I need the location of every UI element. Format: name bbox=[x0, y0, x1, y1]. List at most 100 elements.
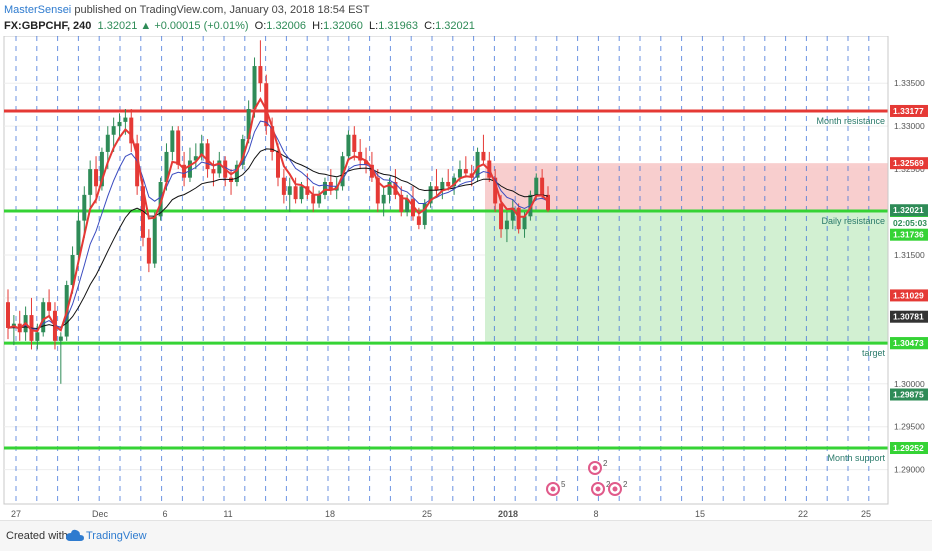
candle-body[interactable] bbox=[170, 130, 175, 152]
candle-body[interactable] bbox=[264, 83, 269, 127]
candle-body[interactable] bbox=[387, 181, 392, 195]
candle-body[interactable] bbox=[176, 130, 181, 165]
author-link[interactable]: MasterSensei bbox=[4, 4, 72, 16]
candle-body[interactable] bbox=[105, 134, 110, 152]
candle-body[interactable] bbox=[129, 117, 134, 144]
candle-body[interactable] bbox=[35, 332, 40, 341]
candle-body[interactable] bbox=[317, 194, 322, 204]
candle-body[interactable] bbox=[540, 177, 545, 195]
candle-body[interactable] bbox=[182, 164, 187, 178]
candle-body[interactable] bbox=[305, 186, 310, 195]
open-label: O: bbox=[254, 20, 267, 32]
candle-body[interactable] bbox=[76, 220, 81, 255]
candle-body[interactable] bbox=[146, 237, 151, 264]
candle-body[interactable] bbox=[117, 121, 122, 127]
candle-body[interactable] bbox=[252, 66, 257, 109]
candle-body[interactable] bbox=[534, 177, 539, 195]
candle-body[interactable] bbox=[364, 160, 369, 165]
candle-body[interactable] bbox=[141, 186, 145, 238]
candle-body[interactable] bbox=[428, 186, 433, 204]
x-tick-label: 25 bbox=[422, 509, 432, 519]
candle-body[interactable] bbox=[135, 143, 140, 187]
candle-body[interactable] bbox=[123, 117, 128, 122]
candle-body[interactable] bbox=[340, 156, 345, 187]
price-box bbox=[890, 337, 928, 350]
ema-fast-line bbox=[7, 96, 549, 333]
level-price-box bbox=[890, 104, 928, 117]
candle-body[interactable] bbox=[322, 181, 327, 195]
candle-body[interactable] bbox=[240, 139, 245, 165]
candle-body[interactable] bbox=[47, 302, 52, 311]
candle-body[interactable] bbox=[246, 108, 251, 140]
candle-body[interactable] bbox=[546, 194, 550, 211]
candle-body[interactable] bbox=[522, 216, 527, 230]
tradingview-brand[interactable]: TradingView bbox=[86, 530, 147, 542]
candle-body[interactable] bbox=[70, 254, 75, 286]
candle-body[interactable] bbox=[516, 207, 521, 230]
candle-body[interactable] bbox=[346, 134, 351, 157]
candle-body[interactable] bbox=[6, 302, 10, 328]
candle-body[interactable] bbox=[164, 151, 169, 182]
candle-body[interactable] bbox=[375, 177, 380, 204]
candle-body[interactable] bbox=[481, 151, 486, 161]
candle-body[interactable] bbox=[358, 151, 363, 161]
candle-body[interactable] bbox=[452, 177, 457, 187]
candle-body[interactable] bbox=[411, 199, 415, 217]
level-label-2: target bbox=[862, 348, 886, 358]
candle-body[interactable] bbox=[293, 186, 298, 200]
chart-header: MasterSensei published on TradingView.co… bbox=[0, 0, 932, 36]
candle-body[interactable] bbox=[475, 151, 480, 178]
candle-body[interactable] bbox=[299, 186, 304, 200]
candle-body[interactable] bbox=[187, 160, 192, 178]
high-value: 1.32060 bbox=[323, 20, 363, 32]
candle-body[interactable] bbox=[422, 203, 427, 225]
candle-body[interactable] bbox=[311, 194, 316, 204]
candle-body[interactable] bbox=[446, 181, 451, 187]
candle-body[interactable] bbox=[405, 199, 410, 213]
candle-body[interactable] bbox=[217, 160, 222, 174]
candle-body[interactable] bbox=[234, 164, 239, 182]
candle-body[interactable] bbox=[111, 126, 116, 135]
candle-body[interactable] bbox=[193, 156, 198, 161]
x-tick-label: 2018 bbox=[498, 509, 518, 519]
candle-body[interactable] bbox=[493, 177, 498, 204]
low-label: L: bbox=[369, 20, 379, 32]
candle-body[interactable] bbox=[205, 143, 210, 170]
candle-body[interactable] bbox=[82, 194, 87, 221]
y-tick-label: 1.29000 bbox=[894, 465, 925, 475]
candle-body[interactable] bbox=[58, 336, 63, 341]
candle-body[interactable] bbox=[99, 151, 104, 187]
symbol-label[interactable]: FX:GBPCHF, 240 bbox=[4, 20, 92, 32]
candle-body[interactable] bbox=[440, 181, 445, 191]
candle-body[interactable] bbox=[399, 194, 404, 213]
countdown-box bbox=[890, 217, 928, 229]
candle-body[interactable] bbox=[381, 194, 386, 204]
candle-body[interactable] bbox=[281, 177, 286, 195]
price-box-label: 1.32021 bbox=[893, 205, 924, 215]
price-box bbox=[890, 228, 928, 241]
candle-body[interactable] bbox=[457, 169, 462, 178]
candle-body[interactable] bbox=[463, 169, 468, 174]
price-chart[interactable]: Month resistance Daily resistance target Mo… bbox=[0, 36, 932, 520]
candle-body[interactable] bbox=[94, 169, 99, 187]
candle-body[interactable] bbox=[276, 151, 280, 178]
candle-body[interactable] bbox=[510, 207, 515, 221]
candle-body[interactable] bbox=[287, 186, 292, 195]
x-tick-label: Dec bbox=[92, 509, 109, 519]
candle-body[interactable] bbox=[504, 220, 509, 230]
candle-body[interactable] bbox=[434, 186, 439, 191]
y-tick-label: 1.31500 bbox=[894, 250, 925, 260]
tradingview-cloud-icon bbox=[66, 529, 84, 541]
candle-body[interactable] bbox=[152, 216, 157, 264]
candle-body[interactable] bbox=[416, 216, 421, 225]
candle-body[interactable] bbox=[199, 143, 204, 157]
candle-body[interactable] bbox=[211, 169, 216, 174]
candle-body[interactable] bbox=[258, 66, 263, 84]
candle-body[interactable] bbox=[158, 181, 163, 217]
candle-body[interactable] bbox=[270, 126, 275, 152]
candle-body[interactable] bbox=[41, 302, 46, 333]
candle-body[interactable] bbox=[369, 164, 374, 178]
candle-body[interactable] bbox=[88, 169, 93, 195]
candle-body[interactable] bbox=[499, 203, 504, 230]
candle-body[interactable] bbox=[352, 134, 357, 152]
